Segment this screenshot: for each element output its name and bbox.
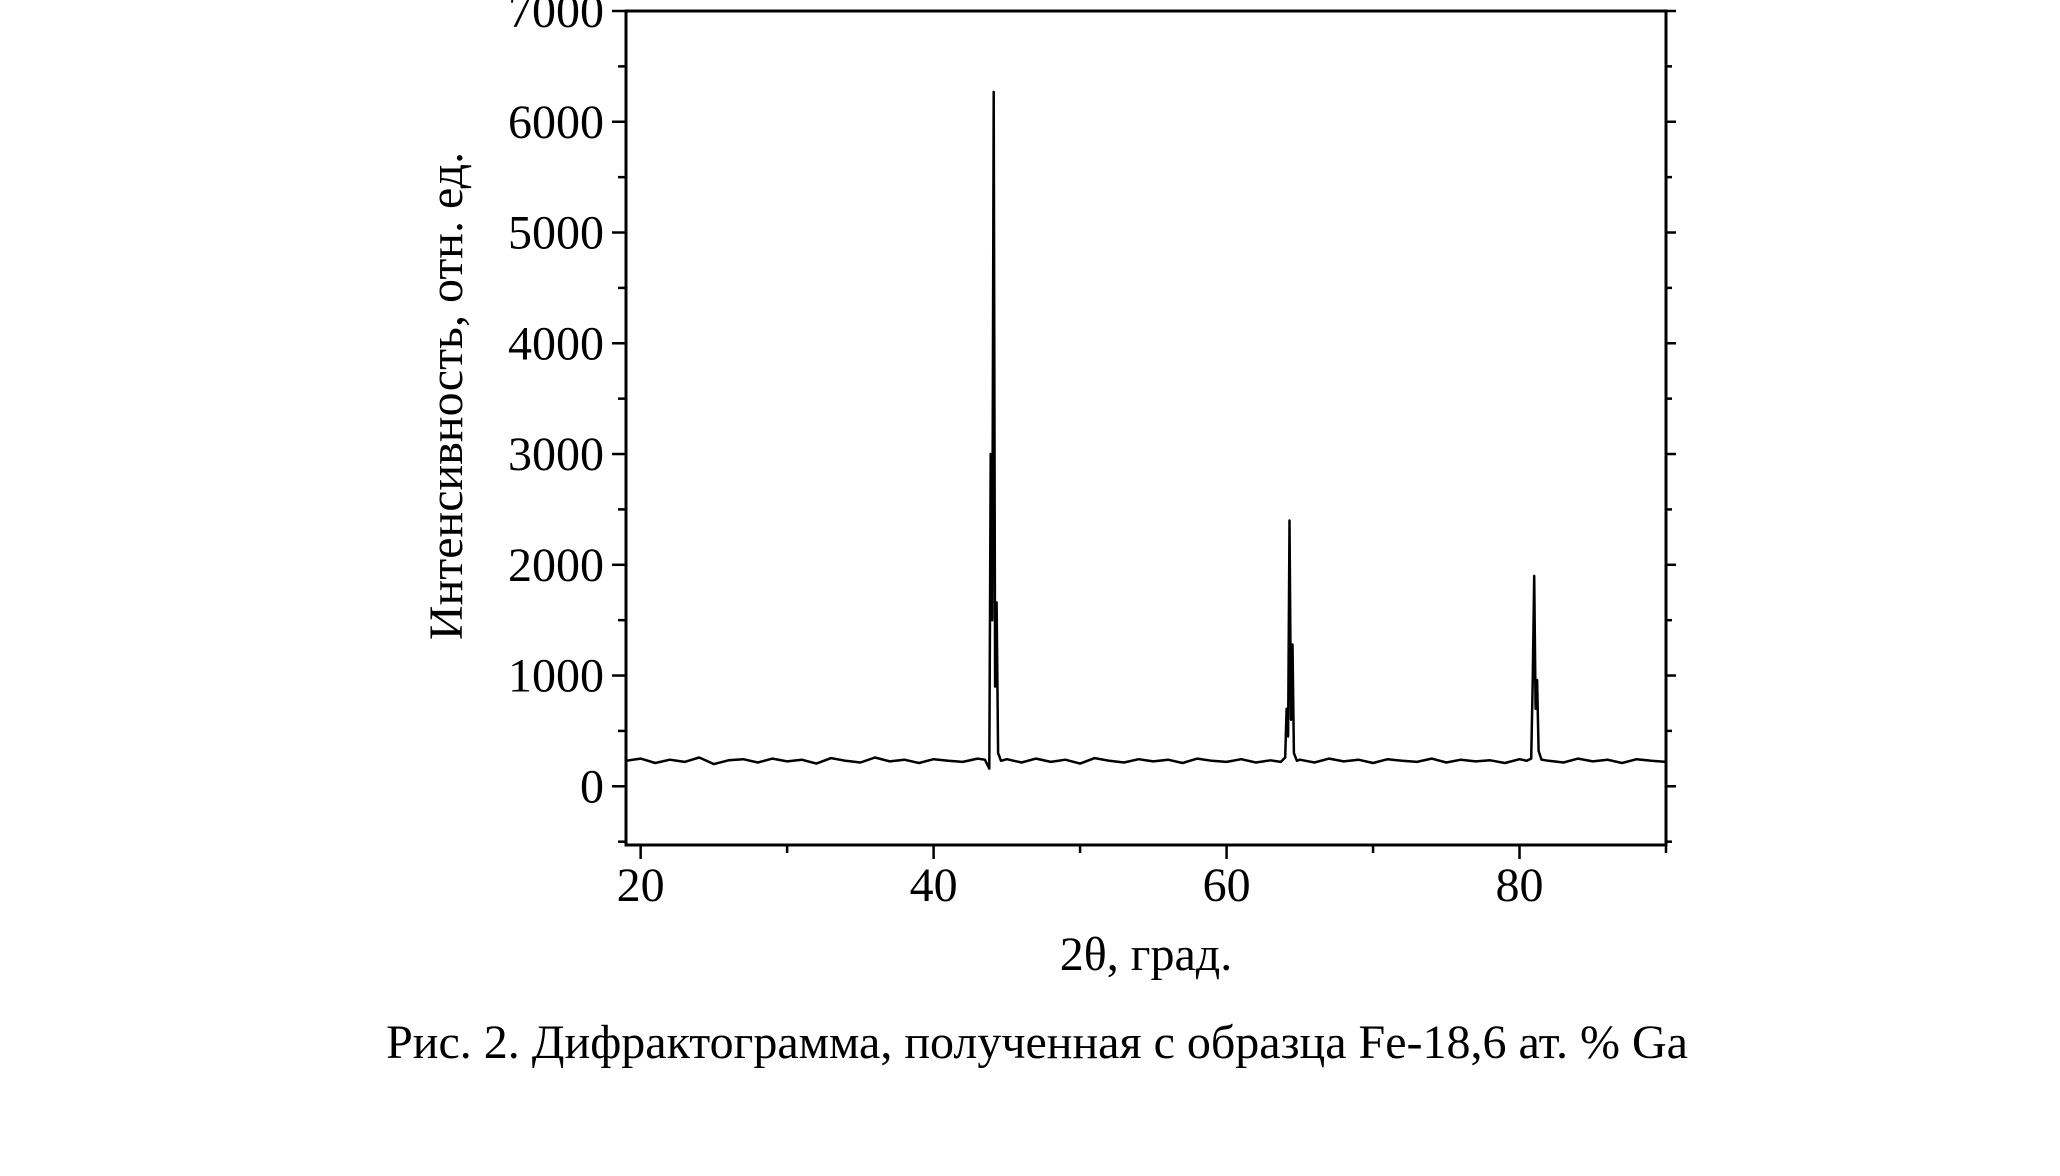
data-line	[625, 90, 1667, 770]
y-tick-label: 5000	[508, 207, 604, 260]
y-tick-label: 7000	[508, 0, 604, 38]
x-tick-label: 20	[617, 859, 665, 912]
y-tick-label: 1000	[508, 650, 604, 703]
y-axis-label: Интенсивность, отн. ед.	[420, 152, 473, 640]
y-tick-label: 2000	[508, 539, 604, 592]
x-tick-label: 60	[1203, 859, 1251, 912]
x-axis-label: 2θ, град.	[1060, 928, 1232, 981]
y-tick-label: 4000	[508, 317, 604, 370]
y-tick-label: 0	[580, 760, 604, 813]
y-tick-label: 6000	[508, 96, 604, 149]
caption: Рис. 2. Дифрактограмма, полученная с обр…	[386, 1016, 1688, 1069]
x-tick-label: 40	[910, 859, 958, 912]
y-tick-label: 3000	[508, 428, 604, 481]
plot-frame	[624, 9, 1668, 847]
x-tick-label: 80	[1496, 859, 1544, 912]
